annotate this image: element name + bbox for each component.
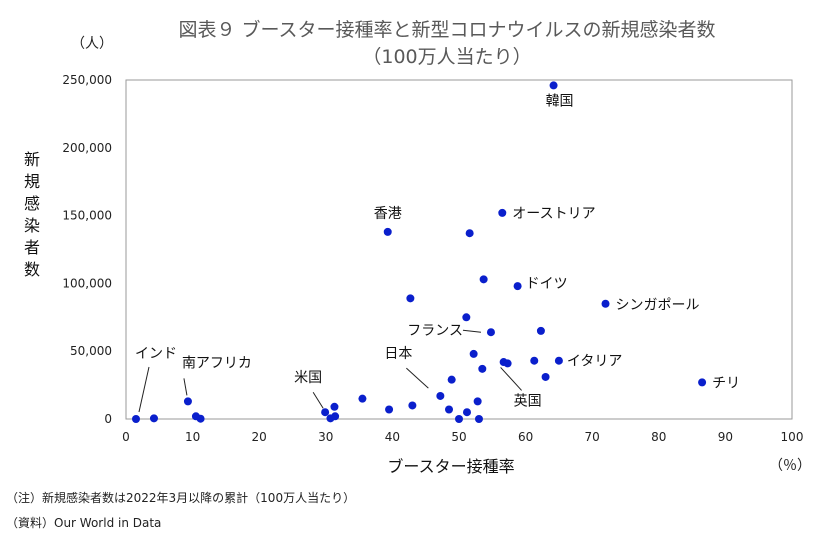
y-tick-label: 50,000 bbox=[70, 344, 112, 358]
point-label: インド bbox=[135, 346, 177, 362]
data-point bbox=[196, 414, 205, 423]
y-tick-label: 100,000 bbox=[62, 276, 112, 290]
data-point bbox=[436, 391, 445, 400]
x-tick-label: 20 bbox=[252, 430, 267, 444]
y-tick-label: 0 bbox=[104, 412, 112, 426]
data-point bbox=[549, 81, 558, 90]
data-point bbox=[462, 313, 471, 322]
y-axis-unit: （人） bbox=[71, 36, 113, 52]
x-tick-label: 40 bbox=[385, 430, 400, 444]
leader-lines bbox=[138, 329, 522, 413]
data-points bbox=[131, 81, 707, 423]
data-point bbox=[149, 414, 158, 423]
data-point bbox=[330, 402, 339, 411]
point-label: 英国 bbox=[514, 392, 542, 409]
y-axis-title-char: 新 bbox=[24, 150, 40, 169]
y-axis-title: 新規感染者数 bbox=[24, 150, 40, 279]
data-point bbox=[486, 328, 495, 337]
point-label: オーストリア bbox=[512, 206, 595, 222]
data-point bbox=[530, 356, 539, 365]
point-label: チリ bbox=[712, 375, 740, 391]
chart-subtitle: （100万人当たり） bbox=[362, 46, 531, 68]
point-label: フランス bbox=[407, 323, 463, 339]
data-point bbox=[536, 326, 545, 335]
leader-line bbox=[183, 378, 188, 396]
leader-line bbox=[138, 366, 150, 413]
point-label: イタリア bbox=[567, 354, 622, 370]
data-point bbox=[503, 359, 512, 368]
y-axis-title-char: 規 bbox=[24, 172, 40, 191]
leader-line bbox=[406, 367, 429, 389]
data-point bbox=[498, 208, 507, 217]
y-axis-title-char: 者 bbox=[24, 238, 40, 257]
data-point bbox=[183, 397, 192, 406]
leader-line bbox=[500, 367, 522, 391]
data-point bbox=[383, 227, 392, 236]
data-point bbox=[478, 364, 487, 373]
data-point bbox=[455, 415, 463, 423]
point-label: シンガポール bbox=[616, 298, 700, 314]
data-point bbox=[321, 408, 330, 417]
chart-title: 図表９ ブースター接種率と新型コロナウイルスの新規感染者数 bbox=[178, 18, 715, 41]
data-point bbox=[385, 405, 394, 414]
y-tick-label: 150,000 bbox=[62, 209, 112, 223]
data-point bbox=[465, 229, 474, 238]
x-tick-label: 80 bbox=[651, 430, 666, 444]
y-axis-title-char: 染 bbox=[24, 216, 40, 235]
point-label: 米国 bbox=[294, 370, 322, 386]
source-text: （資料）Our World in Data bbox=[6, 516, 162, 530]
point-label: ドイツ bbox=[526, 276, 568, 292]
point-label: 南アフリカ bbox=[182, 355, 252, 371]
x-tick-label: 90 bbox=[718, 430, 733, 444]
point-label: 日本 bbox=[384, 346, 412, 362]
data-point bbox=[513, 282, 522, 291]
data-point bbox=[554, 356, 563, 365]
data-point bbox=[462, 408, 471, 417]
note-text: （注）新規感染者数は2022年3月以降の累計（100万人当たり） bbox=[6, 491, 356, 505]
data-point bbox=[358, 394, 367, 403]
leader-line bbox=[312, 391, 324, 409]
leader-line bbox=[462, 329, 482, 333]
x-tick-label: 70 bbox=[585, 430, 600, 444]
data-point bbox=[406, 294, 415, 303]
data-point bbox=[131, 415, 140, 423]
data-point bbox=[447, 375, 456, 384]
data-point bbox=[469, 349, 478, 358]
data-point bbox=[445, 405, 454, 414]
data-point bbox=[408, 401, 417, 410]
data-point bbox=[474, 415, 483, 423]
y-axis-title-char: 感 bbox=[24, 194, 40, 213]
x-tick-label: 0 bbox=[122, 430, 130, 444]
y-tick-label: 250,000 bbox=[62, 73, 112, 87]
y-tick-label: 200,000 bbox=[62, 141, 112, 155]
x-tick-label: 50 bbox=[451, 430, 466, 444]
point-label: 韓国 bbox=[546, 93, 574, 109]
point-label: 香港 bbox=[374, 206, 402, 222]
x-tick-label: 30 bbox=[318, 430, 333, 444]
data-point bbox=[541, 372, 550, 381]
tick-labels: 0 10 20 30 40 50 60 70 80 90 100 0 50,000 100,000 150,… bbox=[62, 73, 803, 444]
data-point bbox=[473, 397, 482, 406]
x-axis-unit: （％） bbox=[769, 458, 811, 474]
y-axis-title-char: 数 bbox=[24, 260, 40, 279]
data-point bbox=[479, 275, 488, 284]
data-point bbox=[601, 299, 610, 308]
data-point bbox=[331, 412, 340, 421]
x-tick-label: 100 bbox=[781, 430, 804, 444]
x-tick-label: 60 bbox=[518, 430, 533, 444]
x-axis-title: ブースター接種率 bbox=[387, 457, 514, 476]
x-tick-label: 10 bbox=[185, 430, 200, 444]
data-point bbox=[698, 378, 707, 387]
